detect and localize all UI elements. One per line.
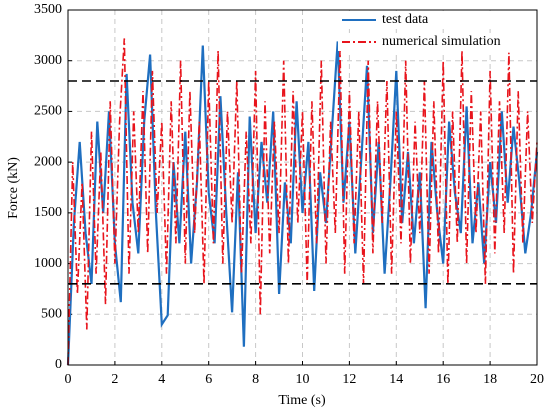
x-tick-label: 2 [111, 372, 118, 387]
y-axis-label: Force (kN) [6, 157, 21, 219]
x-tick-label: 16 [436, 372, 450, 387]
y-tick-label: 2000 [34, 154, 62, 169]
x-axis-label: Time (s) [278, 393, 326, 408]
y-tick-label: 1500 [34, 205, 62, 220]
y-tick-label: 3500 [34, 2, 62, 17]
x-tick-label: 0 [65, 372, 72, 387]
y-tick-label: 500 [41, 307, 62, 322]
x-tick-label: 20 [530, 372, 544, 387]
legend-label: test data [382, 12, 429, 27]
legend-bg [338, 33, 520, 51]
legend-bg [338, 11, 520, 29]
y-tick-label: 2500 [34, 104, 62, 119]
x-tick-label: 18 [483, 372, 497, 387]
y-tick-label: 0 [55, 357, 62, 372]
plot-frame [67, 9, 538, 366]
x-tick-label: 10 [296, 372, 310, 387]
x-tick-label: 6 [205, 372, 212, 387]
x-tick-label: 4 [158, 372, 165, 387]
data-line [66, 41, 539, 366]
y-tick-label: 3000 [34, 53, 62, 68]
legend-label: numerical simulation [382, 34, 501, 49]
y-tick-label: 1000 [34, 256, 62, 271]
x-tick-label: 12 [342, 372, 356, 387]
x-tick-label: 8 [252, 372, 259, 387]
x-tick-label: 14 [389, 372, 403, 387]
